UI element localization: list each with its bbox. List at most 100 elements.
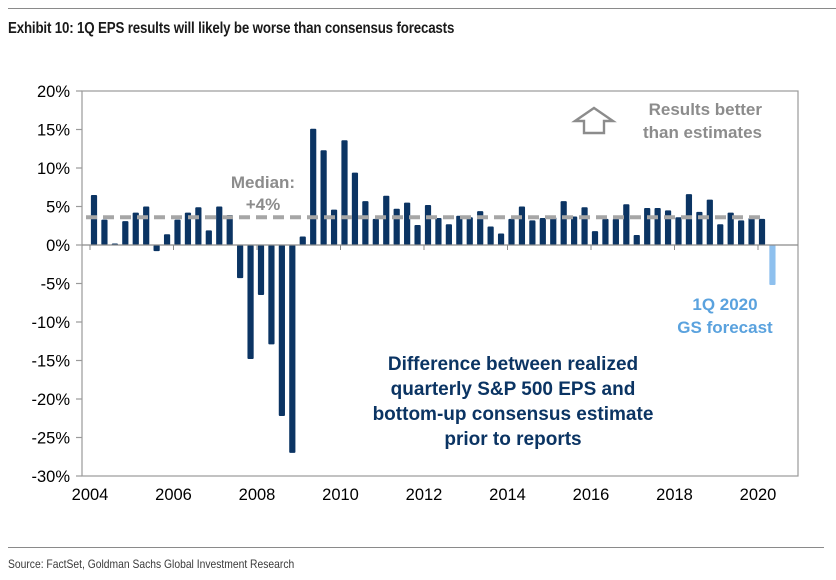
bar (101, 219, 108, 245)
bar (414, 224, 421, 245)
bar (581, 207, 588, 245)
bar (341, 140, 348, 245)
x-tick-label: 2004 (72, 486, 109, 504)
x-tick-label: 2014 (489, 486, 526, 504)
bar (90, 194, 98, 245)
bar (226, 214, 233, 245)
median-label-line1: Median: (231, 173, 295, 192)
bar (247, 245, 254, 359)
y-tick-label: -5% (41, 276, 71, 294)
bar (330, 209, 338, 245)
bar (435, 218, 442, 245)
bar (602, 218, 609, 245)
y-tick-label: 20% (37, 83, 70, 101)
x-tick-label: 2020 (740, 486, 777, 504)
x-tick-label: 2010 (322, 486, 359, 504)
x-axis: 2004 2006 2008 2010 2012 2014 2016 2018 2020 (72, 245, 777, 504)
bar (727, 212, 734, 245)
y-axis: 20% 15% 10% 5% 0% -5% -10% -15% -20% -25% -30% (31, 83, 82, 486)
bar (153, 245, 160, 252)
bar (310, 128, 317, 245)
bar (132, 212, 139, 245)
forecast-bar (769, 245, 776, 286)
median-label-line2: +4% (246, 195, 281, 214)
bar (675, 217, 682, 245)
bar (550, 217, 557, 245)
bar (216, 206, 223, 245)
bar (424, 204, 432, 245)
description-line3: bottom-up consensus estimate (373, 404, 654, 425)
bar (633, 234, 640, 245)
description-line4: prior to reports (444, 429, 581, 450)
bar (257, 245, 265, 296)
bar (320, 150, 327, 245)
y-tick-label: -30% (31, 468, 70, 486)
bar (738, 220, 745, 245)
bar (497, 233, 505, 245)
x-tick-label: 2016 (573, 486, 610, 504)
bar (758, 218, 766, 245)
bar (268, 245, 275, 345)
bar (456, 215, 463, 245)
bar (518, 206, 526, 245)
bar (487, 226, 494, 245)
bar (143, 206, 150, 245)
bar (195, 207, 202, 245)
up-arrow-icon (571, 106, 617, 135)
bar (748, 218, 755, 245)
bar (466, 217, 473, 245)
bar (362, 201, 369, 245)
top-rule (8, 8, 836, 9)
bar (205, 230, 212, 245)
bar (278, 245, 285, 416)
bar (612, 218, 619, 245)
bar (184, 212, 192, 245)
exhibit-title: Exhibit 10: 1Q EPS results will likely b… (8, 20, 455, 37)
bar (383, 195, 390, 245)
x-tick-label: 2012 (406, 486, 443, 504)
y-tick-label: -15% (31, 353, 70, 371)
bar (571, 216, 578, 245)
better-label-line1: Results better (649, 100, 763, 119)
better-label-line2: than estimates (643, 123, 762, 142)
bar (163, 234, 171, 245)
bar (644, 208, 651, 245)
bar (654, 208, 661, 245)
bar (717, 224, 724, 245)
bar (174, 219, 181, 245)
bar (591, 231, 599, 245)
bar (299, 236, 306, 245)
bar (237, 245, 244, 279)
bar (351, 172, 359, 245)
bar (529, 220, 536, 245)
x-tick-label: 2006 (155, 486, 192, 504)
x-tick-label: 2008 (239, 486, 276, 504)
forecast-label-line1: 1Q 2020 (692, 295, 757, 314)
bar (623, 204, 630, 245)
bar (289, 245, 296, 453)
y-tick-label: 15% (37, 122, 70, 140)
y-tick-label: -20% (31, 391, 70, 409)
bottom-rule (8, 547, 824, 548)
y-tick-label: -25% (31, 430, 70, 448)
bar (393, 208, 400, 245)
bar (696, 211, 703, 245)
bar (560, 201, 567, 245)
source-note: Source: FactSet, Goldman Sachs Global In… (8, 557, 295, 571)
x-tick-label: 2018 (656, 486, 693, 504)
y-tick-label: 0% (46, 237, 70, 255)
y-tick-label: 5% (46, 199, 70, 217)
description-line1: Difference between realized (388, 354, 638, 375)
y-tick-label: -10% (31, 314, 70, 332)
bar (539, 218, 546, 245)
bar (477, 211, 484, 245)
bar (508, 218, 515, 245)
bar (122, 221, 129, 245)
bar (372, 218, 379, 245)
bar (685, 194, 693, 245)
description-line2: quarterly S&P 500 EPS and (391, 379, 636, 400)
bar (404, 202, 411, 245)
bar (445, 224, 452, 245)
y-tick-label: 10% (37, 160, 70, 178)
forecast-label-line2: GS forecast (677, 318, 773, 337)
